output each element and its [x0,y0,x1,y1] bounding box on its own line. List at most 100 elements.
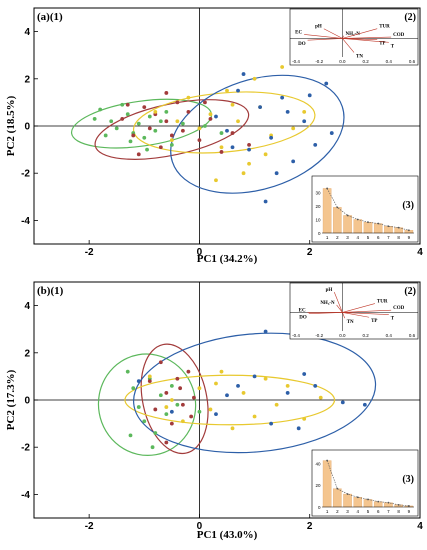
scree-x-tick-label: 5 [367,235,370,240]
data-point-green [145,147,149,152]
scree-bar [333,488,342,508]
data-point-green [136,405,141,409]
loading-x-tick-label: -0.2 [315,333,323,338]
y-tick-label: 4 [24,27,30,38]
loading-vector [304,34,343,39]
data-point-red [180,402,185,407]
data-point-green [131,386,136,391]
inset-label-3: (3) [402,200,414,211]
x-tick-label: 0 [197,521,203,532]
loading-variable-label: TUR [379,25,390,30]
data-point-green [158,119,163,124]
x-axis-title: PC1 (43.0%) [197,529,258,541]
loading-x-tick-label: 0.4 [386,333,393,338]
scree-x-tick-label: 2 [336,235,339,240]
data-point-green [180,121,185,126]
scree-x-tick-label: 6 [377,509,380,514]
data-point-yellow [214,178,218,183]
data-point-blue [225,393,229,398]
x-tick-label: -2 [85,521,94,532]
loading-variable-label: DO [298,42,306,47]
data-point-blue [252,374,257,379]
pca-panel-a: -2 0 2 4 -4 -2 0 2 4 PC1 (34.2%) PC2 (18.5%) (a)(1)… [5,7,423,265]
scree-bar [343,215,352,234]
data-point-red [180,128,185,133]
scree-y-tick-label: 0 [318,231,321,236]
loading-x-tick-label: 0.0 [339,59,346,64]
scree-y-tick-label: 20 [315,483,321,488]
scree-bar [322,460,332,508]
data-point-blue [269,135,274,140]
scree-point [407,505,410,507]
data-point-yellow [252,414,257,419]
loading-x-tick-label: 0.6 [409,333,416,338]
loading-vector [342,312,345,319]
loading-x-tick-label: 0.4 [386,59,393,64]
confidence-ellipse-green [97,353,197,456]
data-point-yellow [197,386,202,391]
confidence-ellipse-blue [133,332,377,454]
loading-variable-label: T [391,44,395,49]
data-point-blue [258,105,262,110]
y-axis-title: PC2 (17.3%) [5,369,17,430]
data-point-blue [269,421,274,426]
scree-bar [353,219,363,234]
loading-variable-label: TP [379,42,385,47]
loading-vector [336,304,343,313]
scree-point [356,496,359,499]
loading-inset-frame [289,282,419,340]
data-point-red [125,102,130,107]
data-point-red [186,369,191,374]
data-point-blue [302,119,307,124]
scree-y-tick-label: 0 [318,505,321,510]
data-point-green [164,109,169,114]
scree-x-tick-label: 7 [387,235,390,240]
x-tick-label: 4 [417,247,423,258]
loading-variable-label: EC [299,308,306,313]
loading-variable-label: pH [315,25,322,30]
data-point-yellow [280,65,285,69]
data-point-blue [285,109,290,114]
scree-point [387,225,390,228]
loading-x-tick-label: -0.4 [292,59,300,64]
scree-inset: 0 10 20 30 1 2 3 4 5 6 7 8 9 (3) [311,175,419,243]
data-point-red [169,133,174,138]
loading-variable-label: TN [356,54,363,59]
data-point-blue [225,128,229,133]
data-point-blue [236,383,240,388]
data-point-blue [214,114,218,119]
y-tick-label: 0 [24,122,30,133]
pca-panel-b: -2 0 2 4 -4 -2 0 2 4 PC1 (43.0%) PC2 (17.3%) (b)(1)… [5,281,423,541]
data-point-blue [296,426,301,431]
x-tick-label: 0 [197,247,203,258]
data-point-yellow [186,95,191,100]
data-point-green [98,107,103,112]
data-point-green [142,135,147,140]
x-tick-label: 4 [417,521,423,532]
confidence-ellipse-yellow [124,374,336,426]
scree-bar [343,493,352,508]
confidence-ellipse-green [70,98,213,149]
scree-point [377,500,380,503]
data-point-yellow [318,395,323,400]
data-point-red [203,100,207,105]
scree-x-tick-label: 8 [397,509,400,514]
scree-x-tick-label: 4 [357,509,360,514]
data-point-green [114,126,119,131]
data-point-blue [241,72,246,76]
scree-point [346,493,349,495]
data-point-blue [324,81,329,86]
scree-point [336,487,339,490]
loading-variable-label: TUR [377,300,388,305]
loading-vector [342,28,378,39]
y-tick-label: -4 [21,216,30,227]
data-point-red [164,91,169,95]
data-point-red [192,395,196,400]
data-point-red [197,138,202,143]
y-tick-label: -4 [21,490,30,501]
data-point-yellow [285,383,290,388]
loading-variable-label: DO [299,316,307,321]
data-point-red [120,117,125,121]
data-point-red [131,133,136,138]
x-axis-title: PC1 (34.2%) [197,253,258,265]
